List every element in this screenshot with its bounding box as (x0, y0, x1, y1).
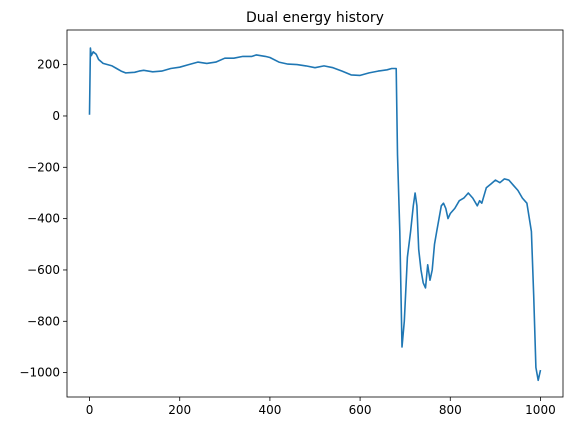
y-tick-label: −1000 (19, 366, 60, 380)
y-tick-label: 200 (37, 58, 60, 72)
data-line (88, 47, 542, 382)
axes-frame (66, 29, 564, 398)
x-tick-label: 400 (258, 403, 281, 417)
chart-title: Dual energy history (246, 10, 384, 26)
x-tick-label: 600 (349, 403, 372, 417)
y-tick-label: −600 (27, 263, 60, 277)
x-tick-label: 0 (86, 403, 94, 417)
x-tick-label: 200 (168, 403, 191, 417)
x-tick-label: 800 (439, 403, 462, 417)
y-tick-label: −400 (27, 212, 60, 226)
y-tick-label: 0 (52, 109, 60, 123)
x-tick-label: 1000 (525, 403, 556, 417)
y-tick-label: −200 (27, 160, 60, 174)
y-tick-label: −800 (27, 314, 60, 328)
